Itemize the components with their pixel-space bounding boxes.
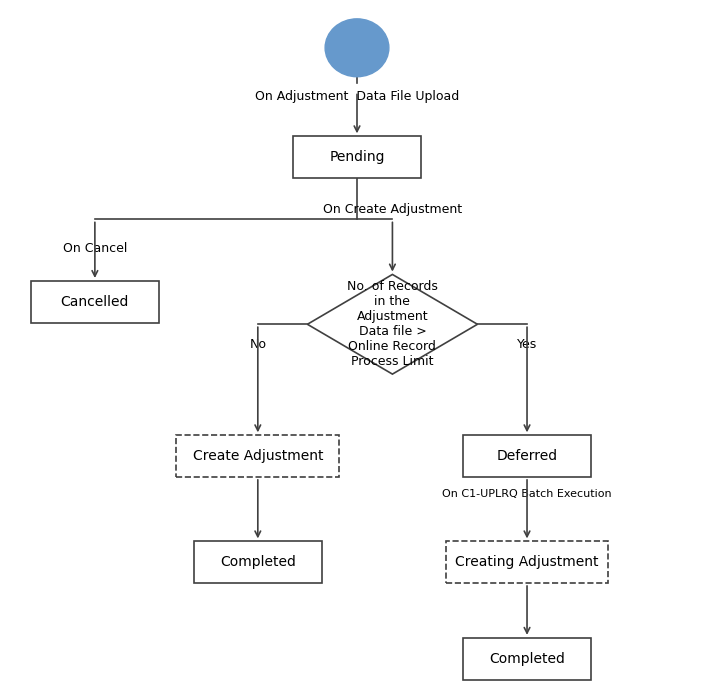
Text: Cancelled: Cancelled bbox=[61, 295, 129, 309]
Bar bbox=[194, 541, 321, 583]
Text: On Create Adjustment: On Create Adjustment bbox=[323, 203, 462, 216]
Bar bbox=[293, 136, 421, 178]
Bar bbox=[463, 638, 590, 680]
Text: Completed: Completed bbox=[489, 652, 565, 666]
Text: Creating Adjustment: Creating Adjustment bbox=[456, 555, 599, 569]
Text: Yes: Yes bbox=[517, 338, 537, 351]
Bar bbox=[446, 541, 608, 583]
Bar bbox=[176, 435, 339, 477]
Text: Create Adjustment: Create Adjustment bbox=[193, 449, 323, 463]
Text: On Adjustment  Data File Upload: On Adjustment Data File Upload bbox=[255, 90, 459, 103]
Bar bbox=[463, 435, 590, 477]
Text: Completed: Completed bbox=[220, 555, 296, 569]
Text: Deferred: Deferred bbox=[496, 449, 558, 463]
Text: No: No bbox=[249, 338, 266, 351]
Text: No. of Records
in the
Adjustment
Data file >
Online Record
Process Limit: No. of Records in the Adjustment Data fi… bbox=[347, 280, 438, 368]
Polygon shape bbox=[308, 274, 478, 374]
Text: On Cancel: On Cancel bbox=[63, 241, 127, 255]
Bar bbox=[31, 281, 159, 323]
Text: On C1-UPLRQ Batch Execution: On C1-UPLRQ Batch Execution bbox=[442, 489, 612, 499]
Text: Pending: Pending bbox=[329, 150, 385, 164]
Circle shape bbox=[325, 19, 389, 77]
